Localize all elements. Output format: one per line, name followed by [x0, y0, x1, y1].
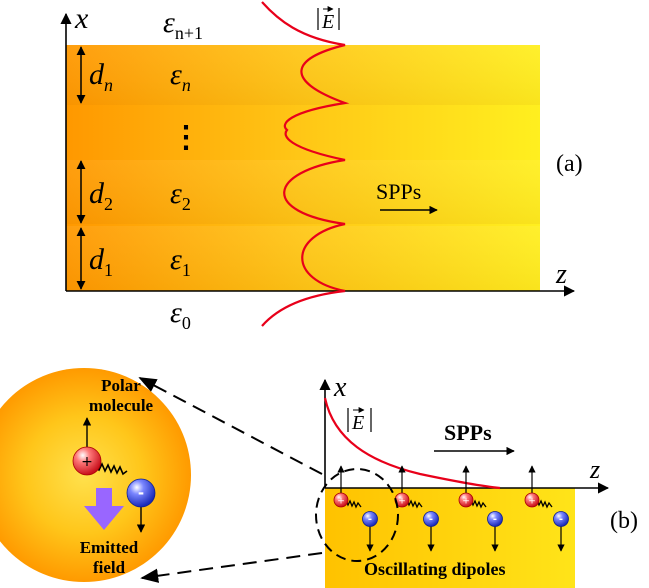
layer-dots: ⋮	[171, 121, 201, 154]
panel-b: x z E SPPs + - +	[0, 368, 638, 588]
polar-label-1: Polar	[101, 376, 141, 395]
svg-text:+: +	[528, 497, 536, 507]
dipole-2: + -	[394, 465, 439, 552]
svg-text:E: E	[321, 11, 334, 33]
z-axis-label-b: z	[589, 455, 600, 484]
dipole-3: + -	[458, 465, 503, 552]
field-label-b: E	[347, 407, 372, 434]
eps-0-label: ε0	[170, 296, 191, 333]
highlight-ellipse	[315, 468, 399, 562]
dipole-1: + -	[333, 465, 378, 552]
svg-text:-: -	[559, 514, 563, 525]
eps-n-label: εn	[170, 58, 191, 95]
oscillating-dipoles-label: Oscillating dipoles	[364, 559, 506, 579]
dipole-4: + -	[524, 465, 569, 552]
magnified-molecule: Polar molecule + - Emitted field	[0, 368, 191, 582]
eps-top: εn+1	[163, 6, 203, 43]
connector-bottom	[140, 552, 323, 583]
emitted-label-1: Emitted	[80, 538, 139, 557]
spps-label-b: SPPs	[444, 420, 492, 445]
layer-band-2	[66, 160, 540, 224]
svg-text:+: +	[398, 497, 406, 507]
svg-text:E: E	[351, 412, 364, 434]
panel-b-label: (b)	[610, 508, 638, 534]
connector-top	[138, 377, 323, 475]
svg-text:-: -	[368, 514, 372, 525]
field-decay-curve-b	[323, 397, 501, 490]
svg-text:+: +	[81, 454, 93, 470]
z-axis-label-a: z	[555, 259, 567, 290]
eps-2-label: ε2	[170, 177, 191, 214]
field-label-a: E	[317, 6, 340, 33]
panel-a-label: (a)	[556, 151, 583, 177]
svg-text:+: +	[462, 497, 470, 507]
d-n-label: dn	[89, 58, 113, 95]
svg-text:-: -	[429, 514, 433, 525]
d-2-label: d2	[89, 177, 113, 214]
emitted-label-2: field	[93, 558, 126, 577]
svg-text:-: -	[138, 484, 144, 502]
svg-text:+: +	[337, 497, 345, 507]
d-1-label: d1	[89, 243, 113, 280]
emitted-field-arrow	[84, 488, 124, 530]
field-profile-curve-a	[261, 1, 350, 327]
panel-a: x z εn+1 E dn εn ⋮ d2 ε2 d1	[60, 1, 583, 333]
polar-label-2: molecule	[89, 396, 154, 415]
eps-1-label: ε1	[170, 243, 191, 280]
x-axis-label-a: x	[74, 2, 89, 35]
spps-label-a: SPPs	[376, 179, 421, 204]
x-axis-label-b: x	[333, 372, 347, 403]
svg-text:-: -	[493, 514, 497, 525]
